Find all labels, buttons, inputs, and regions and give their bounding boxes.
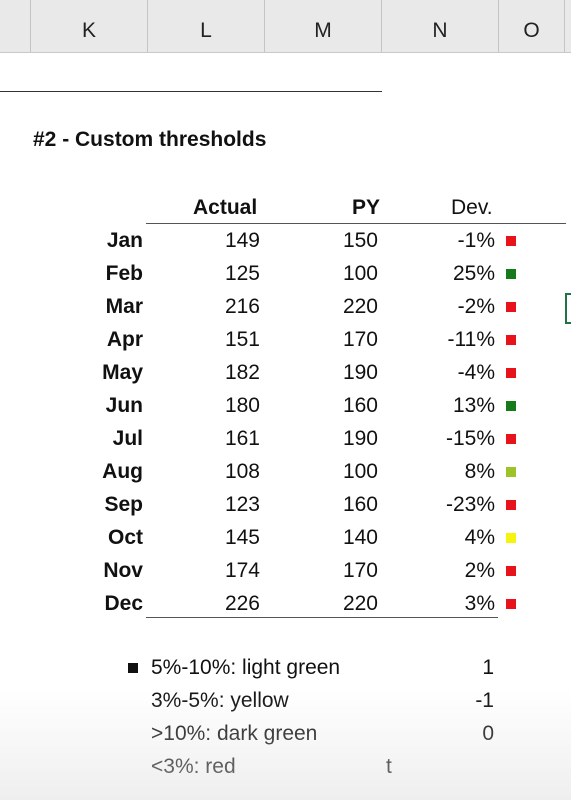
legend-line: >10%: dark green 0: [0, 717, 571, 750]
cell-text[interactable]: t: [386, 755, 392, 778]
actual-cell[interactable]: 123: [224, 493, 260, 516]
legend-value[interactable]: -1: [475, 689, 494, 712]
legend-line: 3%-5%: yellow -1: [0, 684, 571, 717]
table-bottom-border: [146, 617, 498, 618]
column-header-bar: K L M N O: [0, 0, 571, 53]
column-header-o[interactable]: O: [498, 0, 564, 52]
month-cell[interactable]: May: [102, 361, 143, 384]
dev-cell[interactable]: 25%: [452, 262, 495, 285]
table-row: Dec 226 220 3%: [0, 587, 571, 620]
column-header-k[interactable]: K: [30, 0, 147, 52]
py-cell[interactable]: 170: [342, 328, 378, 351]
dev-cell[interactable]: -2%: [457, 295, 495, 318]
month-cell[interactable]: Jan: [106, 229, 143, 252]
actual-cell[interactable]: 149: [224, 229, 260, 252]
status-square-icon: [506, 269, 516, 279]
table-row: Jan 149 150 -1%: [0, 224, 571, 257]
table-row: Sep 123 160 -23%: [0, 488, 571, 521]
month-cell[interactable]: Mar: [105, 295, 143, 318]
py-cell[interactable]: 190: [342, 361, 378, 384]
legend-label[interactable]: 5%-10%: light green: [151, 656, 341, 679]
py-cell[interactable]: 220: [342, 295, 378, 318]
header-underline: [146, 223, 566, 224]
py-cell[interactable]: 170: [342, 559, 378, 582]
actual-cell[interactable]: 216: [224, 295, 260, 318]
status-square-icon: [506, 434, 516, 444]
header-actual[interactable]: Actual: [193, 196, 258, 219]
py-cell[interactable]: 160: [342, 493, 378, 516]
column-header-l[interactable]: L: [147, 0, 264, 52]
py-cell[interactable]: 150: [342, 229, 378, 252]
status-square-icon: [506, 236, 516, 246]
dev-cell[interactable]: 2%: [464, 559, 495, 582]
py-cell[interactable]: 190: [342, 427, 378, 450]
month-cell[interactable]: Jul: [112, 427, 143, 450]
dev-cell[interactable]: 13%: [452, 394, 495, 417]
column-header-n[interactable]: N: [381, 0, 498, 52]
table-row: Mar 216 220 -2%: [0, 290, 571, 323]
actual-cell[interactable]: 174: [224, 559, 260, 582]
status-square-icon: [506, 500, 516, 510]
month-cell[interactable]: Oct: [107, 526, 143, 549]
status-square-icon: [506, 302, 516, 312]
table-row: May 182 190 -4%: [0, 356, 571, 389]
dev-cell[interactable]: 8%: [464, 460, 495, 483]
legend-value[interactable]: 1: [482, 656, 494, 679]
actual-cell[interactable]: 125: [224, 262, 260, 285]
dev-cell[interactable]: 4%: [464, 526, 495, 549]
header-dev[interactable]: Dev.: [451, 196, 493, 219]
legend-line: <3%: red t: [0, 750, 571, 783]
table-row: Oct 145 140 4%: [0, 521, 571, 554]
actual-cell[interactable]: 182: [224, 361, 260, 384]
dev-cell[interactable]: -15%: [445, 427, 495, 450]
table-row: Feb 125 100 25%: [0, 257, 571, 290]
month-cell[interactable]: Aug: [102, 460, 143, 483]
actual-cell[interactable]: 151: [224, 328, 260, 351]
py-cell[interactable]: 160: [342, 394, 378, 417]
month-cell[interactable]: Apr: [106, 328, 143, 351]
column-header-m[interactable]: M: [264, 0, 381, 52]
dev-cell[interactable]: -1%: [457, 229, 495, 252]
section-title[interactable]: #2 - Custom thresholds: [33, 128, 267, 151]
table-row: Apr 151 170 -11%: [0, 323, 571, 356]
table-row: Aug 108 100 8%: [0, 455, 571, 488]
py-cell[interactable]: 140: [342, 526, 378, 549]
py-cell[interactable]: 100: [342, 460, 378, 483]
legend-line: 5%-10%: light green 1: [0, 651, 571, 684]
actual-cell[interactable]: 161: [224, 427, 260, 450]
month-cell[interactable]: Nov: [103, 559, 143, 582]
bullet-square-icon: [128, 663, 138, 673]
status-square-icon: [506, 335, 516, 345]
section-divider: [0, 91, 382, 92]
dev-cell[interactable]: 3%: [464, 592, 495, 615]
header-py[interactable]: PY: [352, 196, 381, 219]
status-square-icon: [506, 533, 516, 543]
table-row: Nov 174 170 2%: [0, 554, 571, 587]
month-cell[interactable]: Dec: [104, 592, 143, 615]
py-cell[interactable]: 100: [342, 262, 378, 285]
actual-cell[interactable]: 180: [224, 394, 260, 417]
legend-value[interactable]: 0: [482, 722, 494, 745]
actual-cell[interactable]: 226: [224, 592, 260, 615]
status-square-icon: [506, 599, 516, 609]
cell-selection-border[interactable]: [565, 293, 571, 324]
dev-cell[interactable]: -4%: [457, 361, 495, 384]
status-square-icon: [506, 566, 516, 576]
actual-cell[interactable]: 145: [224, 526, 260, 549]
table-row: Jul 161 190 -15%: [0, 422, 571, 455]
table-row: Jun 180 160 13%: [0, 389, 571, 422]
actual-cell[interactable]: 108: [224, 460, 260, 483]
status-square-icon: [506, 401, 516, 411]
month-cell[interactable]: Jun: [105, 394, 143, 417]
month-cell[interactable]: Feb: [105, 262, 143, 285]
status-square-icon: [506, 467, 516, 477]
legend-label[interactable]: <3%: red: [151, 755, 236, 778]
status-square-icon: [506, 368, 516, 378]
dev-cell[interactable]: -11%: [447, 328, 495, 351]
column-header-divider: [564, 0, 571, 52]
dev-cell[interactable]: -23%: [445, 493, 495, 516]
month-cell[interactable]: Sep: [104, 493, 143, 516]
py-cell[interactable]: 220: [342, 592, 378, 615]
